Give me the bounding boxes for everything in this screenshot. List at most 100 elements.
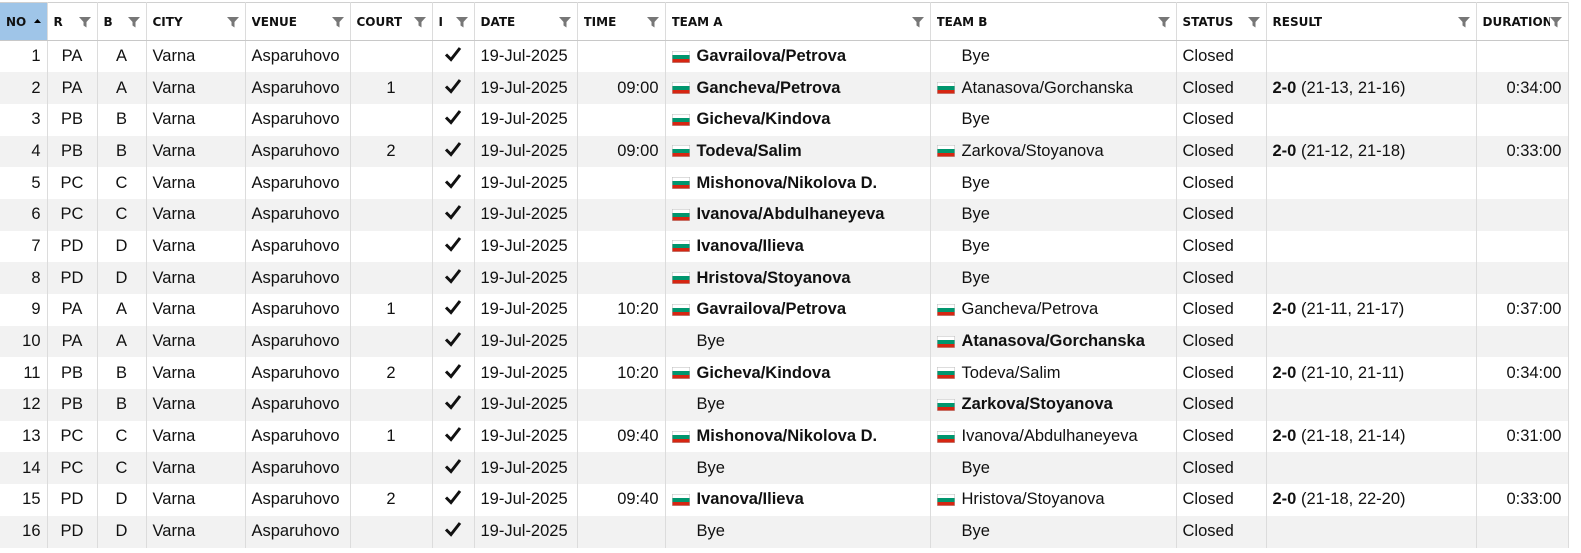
column-header[interactable]: B: [97, 2, 147, 41]
flag-icon: [671, 367, 690, 380]
filter-icon[interactable]: [1457, 16, 1470, 28]
team-name: Todeva/Salim: [696, 141, 802, 160]
cell-text: PC: [60, 458, 84, 477]
table-cell: [350, 452, 433, 485]
table-row[interactable]: 11 PB B Varna Asparuhovo 2 19-Jul-2025 10:20 Gic…: [0, 357, 1569, 390]
table-row[interactable]: 7 PD D Varna Asparuhovo 19-Jul-2025 Ivanova/Il…: [0, 230, 1569, 263]
cell-text: Closed: [1182, 522, 1234, 541]
table-cell: 0:31:00: [1476, 420, 1569, 453]
table-cell: Hristova/Stoyanova: [930, 484, 1177, 516]
table-cell: [1476, 389, 1569, 421]
table-row[interactable]: 14 PC C Varna Asparuhovo 19-Jul-2025 Bye Bye Clo…: [0, 452, 1569, 485]
table-row[interactable]: 9 PA A Varna Asparuhovo 1 19-Jul-2025 10:20 Gavr…: [0, 294, 1569, 326]
table-row[interactable]: 2 PA A Varna Asparuhovo 1 19-Jul-2025 09:00 Ganc…: [0, 72, 1569, 104]
table-cell: 4: [0, 135, 48, 168]
cell-text: 2: [386, 141, 396, 160]
sort-icon[interactable]: [33, 16, 41, 28]
filter-icon[interactable]: [911, 16, 924, 28]
team-name: Bye: [961, 173, 990, 192]
flag-stripe: [671, 54, 690, 59]
header-content: TEAM A: [672, 15, 924, 29]
flag-stripe: [671, 272, 690, 277]
icon-shape: [1157, 16, 1170, 27]
flag-icon: [936, 430, 955, 443]
team: Bye: [937, 459, 1170, 478]
table-cell: Gancheva/Petrova: [930, 294, 1177, 326]
table-cell: [350, 40, 433, 73]
column-header[interactable]: I: [432, 2, 475, 41]
cell-text: 0:34:00: [1506, 363, 1562, 382]
table-cell: [1476, 167, 1569, 199]
table-cell: Asparuhovo: [245, 357, 351, 390]
team-name: Ivanova/Ilieva: [696, 236, 804, 255]
cell-text: 19-Jul-2025: [480, 427, 568, 446]
header-content: R: [54, 15, 91, 29]
column-header[interactable]: R: [47, 2, 98, 41]
header-content: TIME: [584, 15, 659, 29]
filter-icon[interactable]: [646, 16, 659, 28]
table-cell: 19-Jul-2025: [474, 325, 578, 358]
team-name: Bye: [961, 458, 990, 477]
team-name: Zarkova/Stoyanova: [961, 395, 1113, 414]
column-header[interactable]: RESULT: [1266, 2, 1477, 41]
team-name: Mishonova/Nikolova D.: [696, 173, 878, 192]
column-header[interactable]: TEAM A: [665, 2, 931, 41]
set-scores: (21-18, 22-20): [1300, 490, 1406, 509]
table-cell: Closed: [1176, 103, 1267, 136]
check-cell: [432, 389, 475, 421]
table-cell: PB: [47, 389, 98, 421]
filter-icon[interactable]: [127, 16, 140, 28]
cell-text: Asparuhovo: [251, 268, 340, 287]
cell-text: 19-Jul-2025: [480, 268, 568, 287]
table-row[interactable]: 8 PD D Varna Asparuhovo 19-Jul-2025 Hristova/S…: [0, 262, 1569, 294]
cell-text: PB: [60, 363, 83, 382]
table-row[interactable]: 5 PC C Varna Asparuhovo 19-Jul-2025 Mishonova/…: [0, 167, 1569, 199]
filter-icon[interactable]: [226, 16, 239, 28]
column-header[interactable]: TEAM B: [930, 2, 1177, 41]
table-cell: Closed: [1176, 167, 1267, 199]
filter-icon[interactable]: [78, 16, 91, 28]
filter-icon[interactable]: [1157, 16, 1170, 28]
column-header[interactable]: DATE: [474, 2, 578, 41]
table-row[interactable]: 15 PD D Varna Asparuhovo 2 19-Jul-2025 09:40 Iva…: [0, 484, 1569, 516]
table-cell: Closed: [1176, 325, 1267, 358]
column-header[interactable]: STATUS: [1176, 2, 1267, 41]
table-row[interactable]: 6 PC C Varna Asparuhovo 19-Jul-2025 Ivanova/Ab…: [0, 198, 1569, 231]
flag-stripe: [936, 339, 955, 344]
column-header[interactable]: NO: [0, 2, 48, 41]
table-cell: Closed: [1176, 40, 1267, 73]
table-row[interactable]: 12 PB B Varna Asparuhovo 19-Jul-2025 Bye Zarkov…: [0, 389, 1569, 421]
header-label: VENUE: [251, 14, 297, 29]
table-row[interactable]: 13 PC C Varna Asparuhovo 1 19-Jul-2025 09:40 Mis…: [0, 420, 1569, 453]
table-cell: [1476, 103, 1569, 136]
team-name: Gavrailova/Petrova: [696, 47, 847, 66]
table-row[interactable]: 16 PD D Varna Asparuhovo 19-Jul-2025 Bye Bye Clo…: [0, 515, 1569, 548]
column-header[interactable]: CITY: [146, 2, 246, 41]
table-row[interactable]: 10 PA A Varna Asparuhovo 19-Jul-2025 Bye Atanas…: [0, 325, 1569, 358]
table-cell: [1266, 40, 1477, 73]
filter-icon[interactable]: [413, 16, 426, 28]
filter-icon[interactable]: [455, 16, 468, 28]
filter-icon[interactable]: [1549, 16, 1562, 28]
header-content: DATE: [481, 15, 571, 29]
column-header[interactable]: TIME: [577, 2, 666, 41]
table-cell: Varna: [146, 230, 246, 263]
flag-stripe: [671, 375, 690, 380]
column-header[interactable]: DURATION: [1476, 2, 1569, 41]
table-row[interactable]: 4 PB B Varna Asparuhovo 2 19-Jul-2025 09:00 Tode…: [0, 135, 1569, 168]
column-header[interactable]: VENUE: [245, 2, 351, 41]
set-scores: (21-18, 21-14): [1300, 427, 1406, 446]
table-row[interactable]: 1 PA A Varna Asparuhovo 19-Jul-2025 Gavrailova…: [0, 40, 1569, 73]
cell-text: Asparuhovo: [251, 490, 340, 509]
table-cell: 1: [350, 420, 433, 453]
cell-text: 19-Jul-2025: [480, 332, 568, 351]
table-cell: PD: [47, 230, 98, 263]
table-cell: [577, 515, 666, 548]
flag-border: [671, 145, 690, 158]
table-row[interactable]: 3 PB B Varna Asparuhovo 19-Jul-2025 Gicheva/Ki…: [0, 103, 1569, 136]
column-header[interactable]: COURT: [350, 2, 433, 41]
filter-icon[interactable]: [331, 16, 344, 28]
filter-icon[interactable]: [1247, 16, 1260, 28]
flag-icon: [671, 50, 690, 63]
filter-icon[interactable]: [558, 16, 571, 28]
